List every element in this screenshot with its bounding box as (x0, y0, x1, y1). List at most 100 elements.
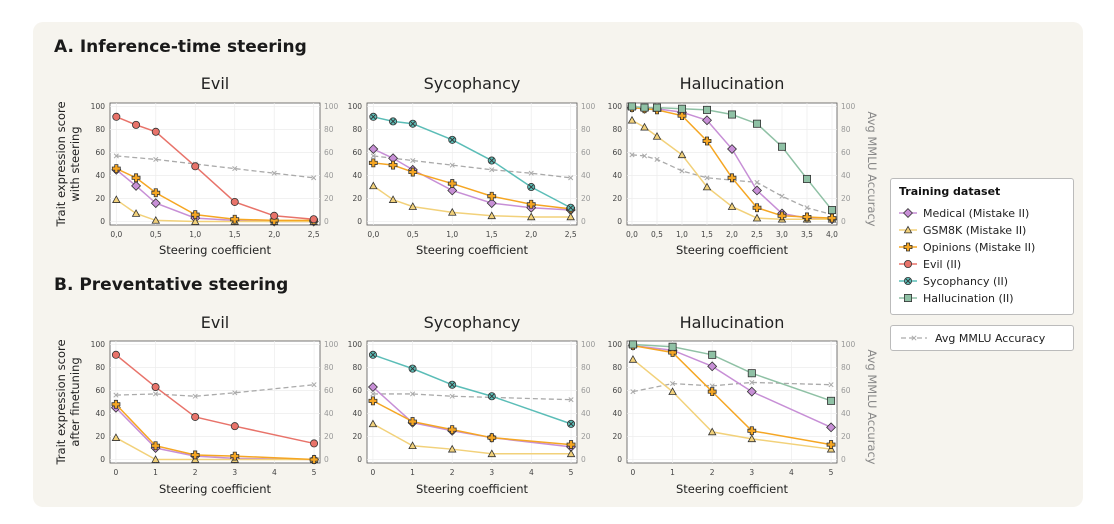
y-tick-label: 100 (348, 340, 363, 349)
legend-item-hallucination: Hallucination (II) (899, 290, 1014, 306)
series-point-cross (568, 205, 574, 211)
y-tick-label: 40 (352, 409, 362, 418)
series-point (190, 217, 200, 225)
legend-item-opinions: Opinions (Mistake II) (899, 239, 1035, 255)
right-y-tick-label: 0 (581, 217, 586, 226)
x-tick-label: 1,5 (229, 230, 241, 239)
series-point (526, 199, 536, 209)
right-y-tick-label: 40 (324, 409, 334, 418)
legend-label-opinions: Opinions (Mistake II) (923, 240, 1036, 254)
right-y-tick-label: 20 (841, 194, 851, 203)
series-point (151, 455, 160, 463)
mmlu-point (489, 167, 495, 173)
mmlu-point (410, 157, 416, 164)
x-tick-label: 4 (529, 468, 534, 477)
x-tick-label: 1,5 (486, 230, 498, 239)
series-point (151, 188, 161, 198)
legend-label-medical: Medical (Mistake II) (923, 206, 1030, 220)
y-tick-label: 20 (352, 194, 362, 203)
y-axis-label: with steering (68, 126, 82, 201)
series-point (727, 173, 737, 183)
y-tick-label: 40 (352, 171, 362, 180)
series-point (752, 213, 762, 222)
series-point (707, 427, 717, 436)
series-point (487, 433, 497, 443)
mmlu-point (654, 156, 660, 162)
right-y-tick-label: 80 (841, 125, 851, 134)
series-point (389, 117, 398, 126)
y-tick-label: 20 (612, 432, 622, 441)
chart-a-hal: Hallucination 0 20 40 60 80 100 0 20 40 60 80 100 0,0… (608, 74, 879, 257)
series-point (447, 179, 457, 188)
series-point (368, 350, 377, 359)
series-point (270, 211, 279, 220)
series-point (752, 185, 762, 196)
x-axis-label: Steering coefficient (676, 243, 789, 257)
x-tick-label: 2,0 (726, 230, 738, 239)
section-b-title: B. Preventative steering (54, 275, 289, 295)
y-tick-label: 40 (612, 409, 622, 418)
y-tick-label: 60 (95, 386, 105, 395)
series-point (448, 380, 457, 389)
y-tick-label: 0 (357, 217, 362, 226)
y-tick-label: 60 (352, 148, 362, 157)
x-tick-label: 0,0 (367, 230, 379, 239)
series-point (727, 144, 737, 155)
series-point (628, 354, 638, 363)
series-point (111, 433, 121, 441)
series-point (752, 203, 762, 213)
x-tick-label: 1 (153, 468, 158, 477)
right-y-tick-label: 20 (581, 432, 591, 441)
series-point (527, 183, 536, 192)
right-y-tick-label: 100 (841, 340, 856, 349)
x-tick-label: 5 (829, 468, 834, 477)
right-y-tick-label: 100 (581, 340, 596, 349)
series-point (191, 162, 200, 171)
series-point (309, 455, 319, 464)
x-tick-label: 2 (710, 468, 715, 477)
right-y-tick-label: 40 (324, 171, 334, 180)
mmlu-point (449, 162, 455, 168)
series-line (631, 105, 833, 211)
mmlu-point (630, 389, 636, 395)
chart-title: Hallucination (680, 313, 785, 332)
legend-marker-hallucination (899, 294, 917, 302)
y-tick-label: 20 (352, 432, 362, 441)
series-point-cross (489, 158, 495, 164)
x-tick-label: 3 (489, 468, 494, 477)
series-point (131, 180, 142, 191)
legend-label-hallucination: Hallucination (II) (923, 291, 1014, 305)
series-point (678, 104, 687, 113)
series-point (111, 350, 120, 359)
x-axis-label: Steering coefficient (676, 482, 789, 496)
series-point (112, 112, 121, 121)
series-point (487, 449, 497, 458)
series-point (309, 215, 318, 224)
series-point (747, 426, 757, 436)
legend-item-sycophancy: Sycophancy (II) (899, 273, 1008, 289)
series-point (668, 348, 677, 357)
series-point (746, 386, 757, 397)
plot-area (626, 340, 838, 464)
mmlu-point (232, 166, 238, 172)
series-point (640, 122, 649, 131)
y-tick-label: 0 (357, 455, 362, 464)
x-tick-label: 1 (410, 468, 415, 477)
y-tick-label: 20 (95, 194, 105, 203)
series-point-cross (489, 393, 495, 399)
mmlu-point (311, 175, 317, 181)
x-tick-label: 0,5 (651, 230, 663, 239)
right-y-tick-label: 100 (324, 102, 339, 111)
series-point (803, 174, 812, 183)
legend-item-gsm8k: GSM8K (Mistake II) (899, 222, 1026, 238)
x-tick-label: 0,0 (626, 230, 638, 239)
series-point (566, 440, 576, 449)
mmlu-point (370, 153, 376, 159)
series-point (486, 198, 497, 209)
series-point (753, 119, 762, 128)
legend-item-medical: Medical (Mistake II) (899, 205, 1029, 221)
series-point (677, 111, 687, 121)
y-tick-label: 100 (608, 340, 623, 349)
mmlu-line (373, 155, 571, 179)
y-tick-label: 80 (612, 125, 622, 134)
